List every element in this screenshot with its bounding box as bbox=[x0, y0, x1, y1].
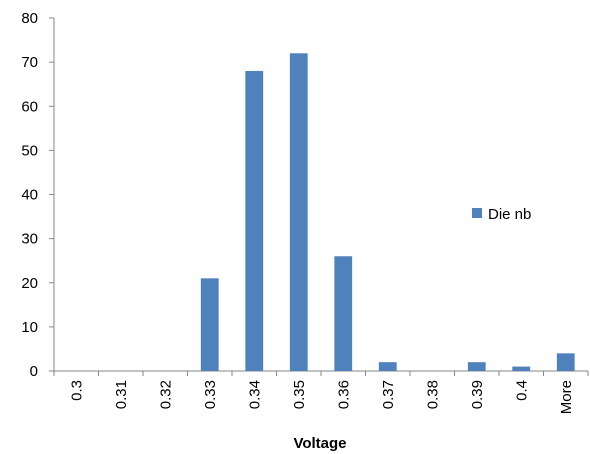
y-tick-label: 20 bbox=[21, 275, 38, 292]
x-tick-label: 0.35 bbox=[291, 380, 308, 409]
legend: Die nb bbox=[472, 206, 531, 223]
y-tick-label: 80 bbox=[21, 10, 38, 27]
y-tick-label: 10 bbox=[21, 319, 38, 336]
y-tick-label: 60 bbox=[21, 98, 38, 115]
legend-swatch bbox=[472, 208, 482, 218]
legend-label: Die nb bbox=[488, 206, 531, 223]
x-tick-label: 0.39 bbox=[469, 380, 486, 409]
bars bbox=[200, 53, 575, 372]
x-tick-label: 0.37 bbox=[380, 380, 397, 409]
y-axis: 0 10 20 30 40 50 60 70 80 bbox=[21, 10, 55, 380]
y-tick-label: 70 bbox=[21, 54, 38, 71]
bar bbox=[467, 362, 486, 371]
bar bbox=[512, 366, 531, 371]
y-tick-label: 50 bbox=[21, 142, 38, 159]
x-axis-title: Voltage bbox=[293, 435, 346, 452]
y-tick-label: 30 bbox=[21, 231, 38, 248]
x-axis: 0.3 0.31 0.32 0.33 0.34 0.35 0.36 0.37 0.38 0.39 0… bbox=[53, 370, 589, 414]
x-tick-label: 0.31 bbox=[113, 380, 130, 409]
bar bbox=[556, 353, 575, 371]
bar bbox=[334, 256, 353, 371]
x-tick-label: 0.33 bbox=[202, 380, 219, 409]
bar bbox=[200, 278, 219, 371]
x-tick-label: More bbox=[558, 380, 575, 414]
x-tick-label: 0.38 bbox=[424, 380, 441, 409]
x-tick-label: 0.32 bbox=[157, 380, 174, 409]
y-tick-label: 0 bbox=[30, 363, 38, 380]
x-tick-label: 0.36 bbox=[335, 380, 352, 409]
x-tick-label: 0.34 bbox=[246, 380, 263, 409]
bar bbox=[289, 53, 308, 372]
bar bbox=[245, 70, 264, 371]
bar bbox=[378, 362, 397, 371]
x-tick-label: 0.4 bbox=[513, 380, 530, 401]
y-tick-label: 40 bbox=[21, 187, 38, 204]
x-tick-label: 0.3 bbox=[68, 380, 85, 401]
